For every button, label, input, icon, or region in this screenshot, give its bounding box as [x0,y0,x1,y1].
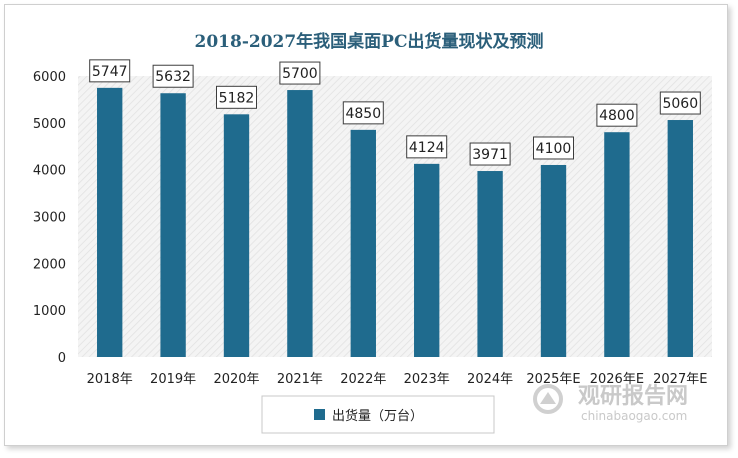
data-label-box [469,142,511,166]
data-label: 5632 [155,69,191,85]
data-label-box [342,101,384,125]
guanyan-logo-icon [533,384,563,414]
x-tick-label: 2022年 [340,372,386,387]
x-tick-label: 2024年 [467,372,513,387]
bar [223,114,250,358]
y-tick-label: 4000 [33,164,66,179]
x-tick-label: 2019年 [150,372,196,387]
data-label-box [152,64,194,88]
bar [477,171,503,357]
bar [160,93,186,357]
data-label: 3971 [472,147,508,163]
data-label-box [89,59,131,83]
bar [350,129,376,357]
data-label: 5182 [219,90,255,106]
data-label: 5700 [282,66,318,82]
x-tick-label: 2026年E [590,372,644,387]
x-tick-label: 2018年 [87,372,133,387]
data-label: 4124 [409,140,445,156]
legend-label: 出货量（万台） [332,408,423,424]
data-label-box [659,91,701,115]
y-axis: 0 1000 2000 3000 4000 5000 6000 [33,70,66,366]
data-label-box [406,135,448,159]
bar [287,90,313,358]
data-label-box [596,103,638,127]
bars-group [97,87,693,358]
legend: 出货量（万台） [261,395,495,434]
bar [414,163,440,357]
data-label-box [279,61,321,85]
watermark-text: 观研报告网 [578,384,688,409]
bar [97,87,123,358]
y-tick-label: 6000 [33,70,66,85]
data-labels-group: 5747 5632 5182 5700 4850 4124 3971 4100 4800 5060 [89,59,701,166]
data-label: 5060 [662,96,698,112]
bar [540,164,567,357]
data-label: 5747 [92,64,128,80]
x-tick-label: 2021年 [277,372,323,387]
bar [667,120,693,357]
y-tick-label: 1000 [33,304,66,319]
y-tick-label: 0 [58,351,66,366]
data-label: 4100 [536,141,572,157]
x-tick-label: 2020年 [213,372,259,387]
y-tick-label: 3000 [33,211,66,226]
watermark-url: chinabaogao.com [581,409,687,423]
data-label-box [533,136,574,160]
data-label: 4850 [345,106,381,122]
bar [604,132,630,357]
x-axis: 2018年 2019年 2020年 2021年 2022年 2023年 2024年 2025年… [87,372,708,387]
chart-title: 2018-2027年我国桌面PC出货量现状及预测 [195,31,544,52]
legend-swatch [314,409,325,420]
x-tick-label: 2023年 [404,372,450,387]
x-tick-label: 2025年E [526,372,580,387]
x-tick-label: 2027年E [653,372,707,387]
y-tick-label: 2000 [33,257,66,272]
data-label: 4800 [599,108,635,124]
watermark: 观研报告网 chinabaogao.com [533,384,688,423]
y-tick-label: 5000 [33,117,66,132]
data-label-box [216,85,257,109]
